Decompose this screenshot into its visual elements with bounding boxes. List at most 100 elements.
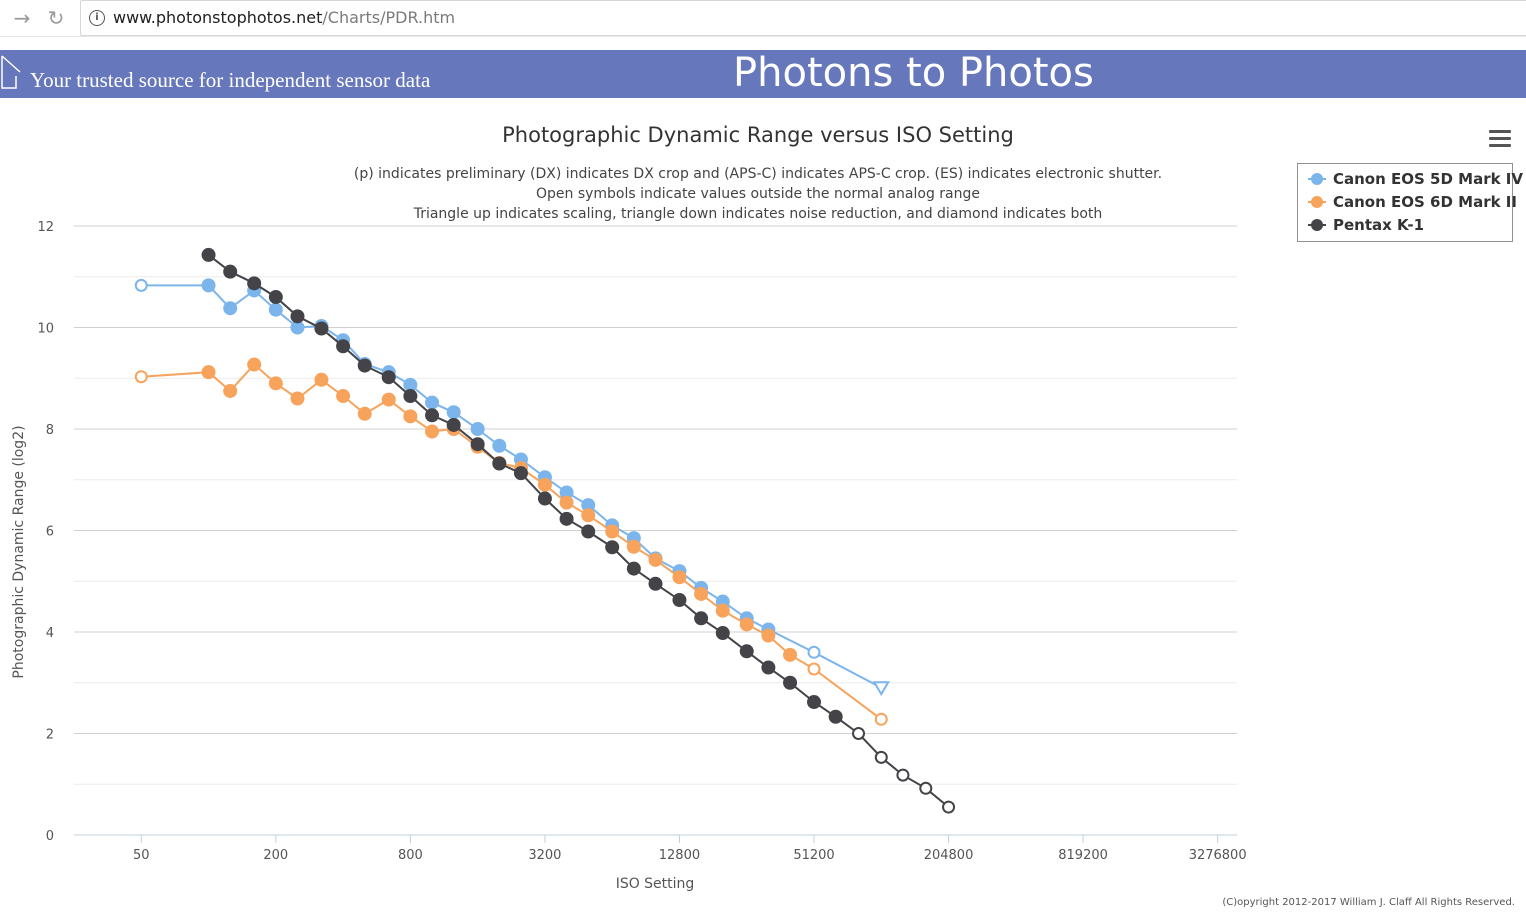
pdr-chart: 0 2 4 6 8 10 12 50 200 800 3200 12800 51200 204800 819… bbox=[11, 123, 1247, 892]
data-point[interactable] bbox=[314, 372, 329, 387]
data-point-open[interactable] bbox=[852, 727, 866, 740]
data-point[interactable] bbox=[605, 540, 620, 555]
data-point[interactable] bbox=[783, 647, 798, 662]
data-point-open[interactable] bbox=[807, 645, 821, 659]
data-point[interactable] bbox=[581, 498, 596, 513]
data-point[interactable] bbox=[381, 370, 396, 385]
forward-arrow-icon[interactable]: → bbox=[13, 6, 31, 30]
data-point[interactable] bbox=[268, 302, 283, 317]
legend-label: Canon EOS 6D Mark II bbox=[1333, 193, 1517, 211]
home-icon[interactable] bbox=[0, 52, 22, 92]
data-point[interactable] bbox=[694, 586, 709, 601]
data-point[interactable] bbox=[559, 485, 574, 500]
data-point-open[interactable] bbox=[874, 750, 888, 764]
data-point[interactable] bbox=[715, 626, 730, 641]
data-point[interactable] bbox=[807, 695, 822, 710]
data-point[interactable] bbox=[223, 383, 238, 398]
data-point[interactable] bbox=[223, 301, 238, 316]
y-tick-label: 10 bbox=[37, 322, 54, 337]
data-point-open[interactable] bbox=[807, 662, 821, 676]
data-point[interactable] bbox=[715, 603, 730, 618]
data-point[interactable] bbox=[403, 409, 418, 424]
data-point[interactable] bbox=[559, 495, 574, 510]
data-point[interactable] bbox=[581, 524, 596, 539]
data-point[interactable] bbox=[425, 424, 440, 439]
data-point[interactable] bbox=[290, 309, 305, 324]
data-point[interactable] bbox=[223, 264, 238, 279]
data-point[interactable] bbox=[492, 456, 507, 471]
info-icon[interactable]: i bbox=[89, 10, 105, 26]
site-tagline: Your trusted source for independent sens… bbox=[30, 68, 431, 92]
data-point[interactable] bbox=[537, 477, 552, 492]
data-point[interactable] bbox=[672, 570, 687, 585]
data-point[interactable] bbox=[247, 276, 262, 291]
data-point[interactable] bbox=[268, 290, 283, 305]
series-line bbox=[207, 254, 950, 808]
site-title[interactable]: Photons to Photos bbox=[733, 50, 1094, 96]
data-point[interactable] bbox=[403, 389, 418, 404]
data-point[interactable] bbox=[559, 511, 574, 526]
data-point[interactable] bbox=[268, 376, 283, 391]
data-point[interactable] bbox=[537, 491, 552, 506]
site-banner: Your trusted source for independent sens… bbox=[0, 50, 1526, 98]
x-tick-label: 3200 bbox=[528, 848, 561, 863]
data-point[interactable] bbox=[425, 395, 440, 410]
data-point[interactable] bbox=[513, 466, 528, 481]
data-point-open[interactable] bbox=[919, 781, 933, 795]
data-point-open[interactable] bbox=[942, 800, 956, 814]
reload-icon[interactable]: ↻ bbox=[47, 6, 65, 30]
data-point[interactable] bbox=[581, 508, 596, 523]
data-point[interactable] bbox=[381, 392, 396, 407]
legend-label: Pentax K-1 bbox=[1333, 216, 1425, 234]
data-point[interactable] bbox=[446, 417, 461, 432]
chart-subtitle-line-2: Open symbols indicate values outside the… bbox=[536, 186, 980, 202]
data-point[interactable] bbox=[739, 617, 754, 632]
data-point[interactable] bbox=[290, 391, 305, 406]
data-point[interactable] bbox=[739, 644, 754, 659]
data-point[interactable] bbox=[201, 247, 216, 262]
data-point[interactable] bbox=[783, 675, 798, 690]
data-point[interactable] bbox=[357, 406, 372, 421]
data-point[interactable] bbox=[357, 358, 372, 373]
data-point[interactable] bbox=[761, 660, 776, 675]
data-point[interactable] bbox=[425, 408, 440, 423]
chart-subtitle-line-3: Triangle up indicates scaling, triangle … bbox=[413, 206, 1103, 222]
data-point[interactable] bbox=[314, 321, 329, 336]
data-point-triangle-down[interactable] bbox=[872, 681, 891, 697]
data-point[interactable] bbox=[828, 709, 843, 724]
data-point[interactable] bbox=[336, 389, 351, 404]
data-point-open[interactable] bbox=[896, 768, 910, 782]
data-point[interactable] bbox=[694, 611, 709, 626]
data-point[interactable] bbox=[648, 576, 663, 591]
data-point[interactable] bbox=[626, 561, 641, 576]
data-point[interactable] bbox=[201, 278, 216, 293]
data-point-open[interactable] bbox=[134, 370, 148, 384]
y-tick-label: 8 bbox=[46, 423, 54, 438]
x-tick-label: 12800 bbox=[659, 848, 700, 863]
chart-menu-icon[interactable] bbox=[1489, 130, 1511, 148]
y-axis-label: Photographic Dynamic Range (log2) bbox=[11, 425, 27, 678]
data-point[interactable] bbox=[247, 357, 262, 372]
data-point[interactable] bbox=[761, 628, 776, 643]
data-point-open[interactable] bbox=[134, 278, 148, 292]
data-point[interactable] bbox=[446, 405, 461, 420]
series-2 bbox=[134, 357, 888, 726]
data-point[interactable] bbox=[470, 422, 485, 436]
x-tick-label: 50 bbox=[133, 848, 150, 863]
address-bar[interactable]: i www.photonstophotos.net/Charts/PDR.htm bbox=[80, 0, 1526, 36]
data-point-open[interactable] bbox=[874, 712, 888, 726]
data-point[interactable] bbox=[672, 593, 687, 608]
data-point[interactable] bbox=[403, 377, 418, 392]
data-point[interactable] bbox=[648, 552, 663, 567]
chart-series bbox=[134, 247, 956, 814]
x-axis-label: ISO Setting bbox=[616, 876, 695, 892]
data-point[interactable] bbox=[492, 438, 507, 453]
url-path: /Charts/PDR.htm bbox=[322, 8, 456, 27]
data-point[interactable] bbox=[290, 320, 305, 335]
data-point[interactable] bbox=[336, 339, 351, 354]
y-tick-label: 6 bbox=[46, 525, 54, 540]
data-point[interactable] bbox=[626, 539, 641, 554]
data-point[interactable] bbox=[201, 365, 216, 380]
data-point[interactable] bbox=[605, 524, 620, 539]
data-point[interactable] bbox=[470, 437, 485, 452]
